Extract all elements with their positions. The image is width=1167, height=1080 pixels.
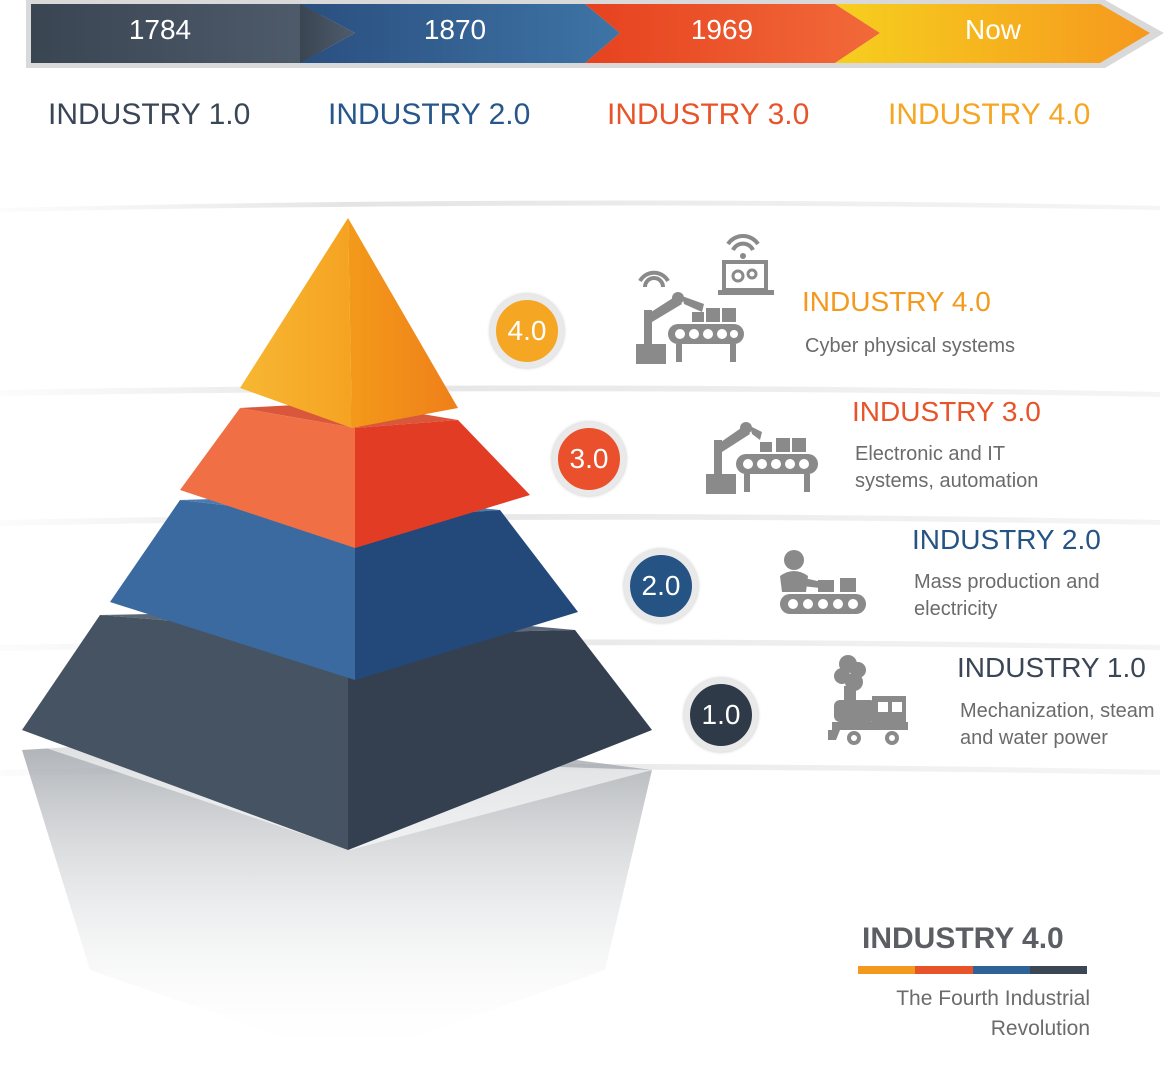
worker-conveyor-icon bbox=[780, 550, 866, 614]
tier-title-1: INDUSTRY 1.0 bbox=[957, 652, 1146, 683]
tier-title-3: INDUSTRY 3.0 bbox=[852, 396, 1041, 427]
pyramid-tier-3 bbox=[180, 402, 530, 548]
tier-description-2: Mass production and electricity bbox=[914, 571, 1100, 620]
era-label-industry-1: INDUSTRY 1.0 bbox=[48, 98, 251, 131]
legend-title: INDUSTRY 4.0 bbox=[862, 922, 1064, 955]
timeline-year-1870: 1870 bbox=[423, 14, 487, 45]
legend-color-bar bbox=[858, 966, 1087, 974]
legend-swatch-1 bbox=[858, 966, 916, 974]
pyramid-tier-4 bbox=[240, 218, 458, 428]
timeline-year-now: Now bbox=[964, 14, 1021, 45]
tier-badge-4: 4.0 bbox=[490, 294, 564, 368]
timeline-year-1784: 1784 bbox=[128, 14, 192, 45]
steam-locomotive-icon bbox=[828, 655, 908, 745]
era-label-industry-4: INDUSTRY 4.0 bbox=[888, 98, 1091, 131]
tier-badge-1: 1.0 bbox=[684, 678, 758, 752]
era-label-industry-3: INDUSTRY 3.0 bbox=[607, 98, 810, 131]
tier-title-4: INDUSTRY 4.0 bbox=[802, 286, 991, 317]
era-label-industry-2: INDUSTRY 2.0 bbox=[328, 98, 531, 131]
tier-description-4: Cyber physical systems bbox=[805, 335, 1016, 357]
legend-swatch-2 bbox=[915, 966, 973, 974]
robot-arm-laptop-wifi-icon bbox=[636, 234, 774, 364]
timeline-arrow bbox=[26, 0, 1164, 68]
legend-subtitle: The Fourth Industrial Revolution bbox=[896, 987, 1090, 1040]
tier-description-3: Electronic and IT systems, automation bbox=[855, 443, 1039, 492]
tier-description-1: Mechanization, steam and water power bbox=[960, 700, 1155, 749]
timeline-year-1969: 1969 bbox=[690, 14, 754, 45]
legend-swatch-4 bbox=[1029, 966, 1087, 974]
tier-title-2: INDUSTRY 2.0 bbox=[912, 524, 1101, 555]
tier-badge-2: 2.0 bbox=[624, 549, 698, 623]
tier-badge-3: 3.0 bbox=[552, 422, 626, 496]
pyramid bbox=[22, 218, 652, 1060]
robot-arm-conveyor-icon bbox=[706, 422, 818, 494]
legend-swatch-3 bbox=[972, 966, 1030, 974]
